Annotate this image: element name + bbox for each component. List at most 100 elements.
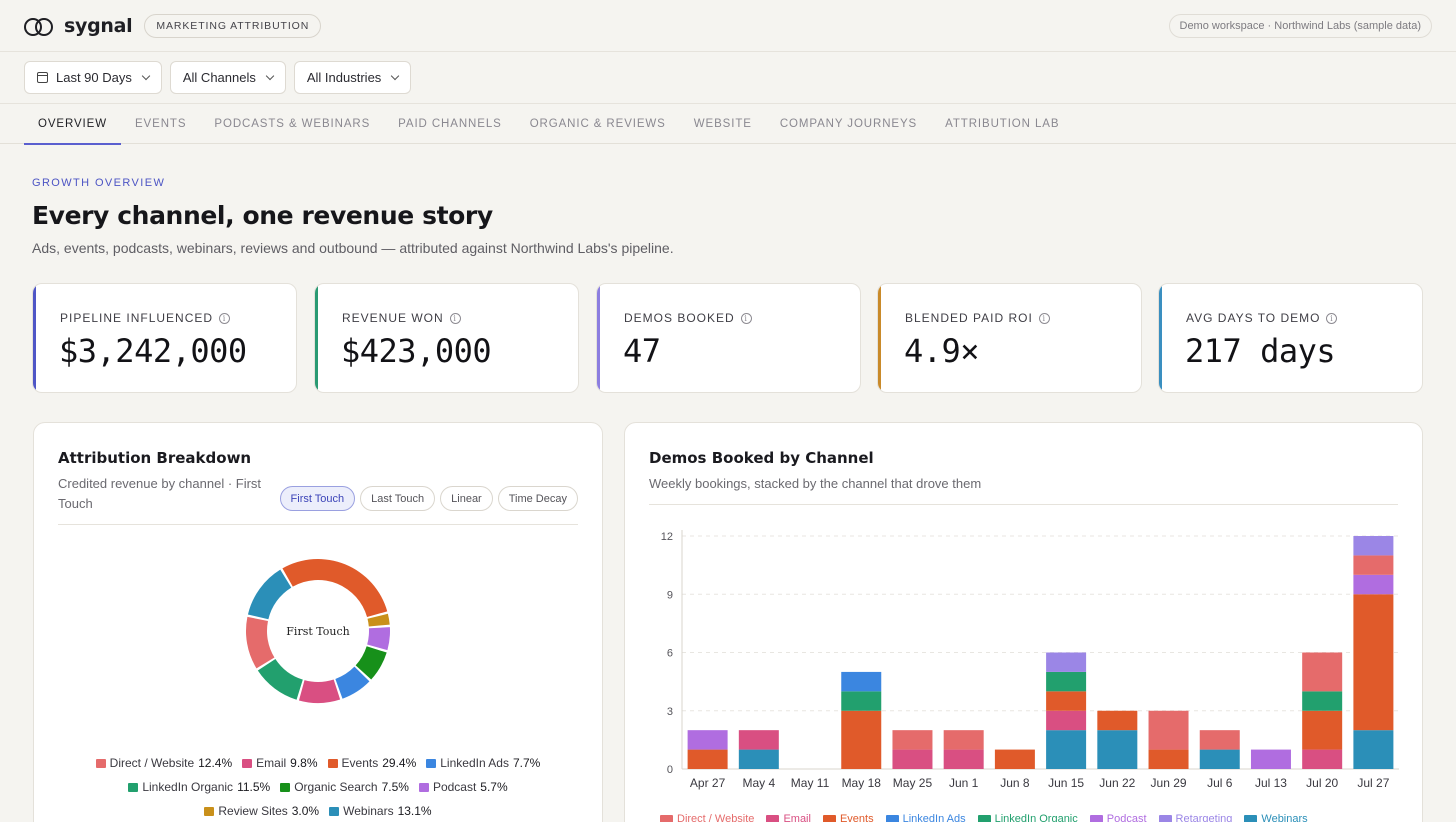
tab-overview[interactable]: OVERVIEW — [24, 104, 121, 145]
demos-title: Demos Booked by Channel — [649, 449, 874, 467]
legend-item-review-sites[interactable]: Review Sites 3.0% — [204, 804, 319, 818]
legend-item-organic-search[interactable]: Organic Search 7.5% — [280, 780, 409, 794]
bar-segment-webinars[interactable] — [1353, 730, 1394, 769]
bar-segment-webinars[interactable] — [1097, 730, 1138, 769]
bar-segment-webinars[interactable] — [738, 749, 779, 769]
bar-segment-podcast[interactable] — [687, 730, 728, 750]
x-tick-label: May 25 — [893, 776, 933, 790]
bar-segment-webinars[interactable] — [1046, 730, 1087, 769]
bar-segment-email[interactable] — [1302, 749, 1343, 769]
info-icon[interactable]: i — [740, 312, 752, 324]
bar-segment-podcast[interactable] — [1353, 574, 1394, 595]
donut-slice-linkedin-ads[interactable] — [335, 666, 370, 699]
tab-paid-channels[interactable]: PAID CHANNELS — [398, 118, 502, 130]
bar-segment-retargeting[interactable] — [1046, 652, 1087, 672]
model-last-touch[interactable]: Last Touch — [360, 486, 436, 511]
chevron-down-icon — [391, 71, 400, 81]
channels-filter[interactable]: All Channels — [169, 61, 286, 94]
donut-slice-review-sites[interactable] — [367, 613, 390, 627]
bar-segment-events[interactable] — [1097, 710, 1138, 731]
tab-website[interactable]: WEBSITE — [693, 118, 752, 130]
bar-segment-linkedin-ads[interactable] — [841, 671, 882, 692]
bar-segment-direct-website[interactable] — [1302, 652, 1343, 692]
info-icon[interactable]: i — [219, 312, 231, 324]
bar-legend-item-email[interactable]: Email — [766, 813, 811, 822]
bar-segment-email[interactable] — [892, 749, 933, 769]
legend-item-events[interactable]: Events 29.4% — [327, 756, 416, 770]
donut-slice-podcast[interactable] — [367, 627, 390, 651]
bar-segment-events[interactable] — [841, 710, 882, 769]
bar-segment-direct-website[interactable] — [1148, 710, 1189, 750]
bar-segment-events[interactable] — [687, 749, 728, 769]
kpi-card-demos: DEMOS BOOKED i 47 — [596, 283, 861, 393]
date-range-filter[interactable]: Last 90 Days — [24, 61, 162, 94]
kpi-card-revenue: REVENUE WON i $423,000 — [314, 283, 579, 393]
legend-item-email[interactable]: Email 9.8% — [242, 756, 318, 770]
bar-segment-linkedin-organic[interactable] — [1046, 671, 1087, 692]
bar-segment-events[interactable] — [1353, 594, 1394, 731]
bar-segment-email[interactable] — [738, 730, 779, 750]
donut-slice-direct-website[interactable] — [246, 616, 275, 669]
info-icon[interactable]: i — [1326, 312, 1338, 324]
legend-label: LinkedIn Organic — [142, 780, 234, 794]
model-linear[interactable]: Linear — [440, 486, 493, 511]
donut-slice-linkedin-organic[interactable] — [257, 659, 303, 700]
bar-legend-item-webinars[interactable]: Webinars — [1244, 813, 1308, 822]
donut-slice-email[interactable] — [298, 679, 341, 703]
kpi-label: BLENDED PAID ROI — [905, 311, 1033, 325]
bar-legend-item-events[interactable]: Events — [822, 813, 874, 822]
bar-segment-direct-website[interactable] — [892, 730, 933, 750]
bar-legend-item-retargeting[interactable]: Retargeting — [1158, 813, 1232, 822]
bar-segment-email[interactable] — [943, 749, 984, 769]
tab-events[interactable]: EVENTS — [134, 118, 187, 130]
tab-company-journeys[interactable]: COMPANY JOURNEYS — [779, 118, 918, 130]
bar-legend-item-linkedin-organic[interactable]: LinkedIn Organic — [977, 813, 1078, 822]
info-icon[interactable]: i — [449, 312, 461, 324]
tab-organic-reviews[interactable]: ORGANIC & REVIEWS — [529, 118, 666, 130]
bar-segment-podcast[interactable] — [1250, 749, 1291, 769]
industries-label: All Industries — [306, 70, 382, 85]
tab-podcasts-webinars[interactable]: PODCASTS & WEBINARS — [214, 118, 371, 130]
bar-segment-events[interactable] — [1046, 691, 1087, 711]
legend-value: 12.4% — [198, 756, 233, 770]
legend-value: 7.5% — [381, 780, 409, 794]
y-tick-label: 3 — [667, 706, 673, 718]
legend-swatch — [418, 782, 429, 792]
bar-segment-events[interactable] — [994, 749, 1035, 769]
kpi-card-pipeline: PIPELINE INFLUENCED i $3,242,000 — [32, 283, 297, 393]
model-time-decay[interactable]: Time Decay — [497, 486, 578, 511]
legend-label: LinkedIn Ads — [440, 756, 509, 770]
bar-segment-linkedin-organic[interactable] — [1302, 691, 1343, 711]
tab-attribution-lab[interactable]: ATTRIBUTION LAB — [945, 118, 1060, 130]
bar-segment-direct-website[interactable] — [943, 730, 984, 750]
bar-segment-webinars[interactable] — [1199, 749, 1240, 769]
bar-segment-direct-website[interactable] — [1353, 555, 1394, 575]
donut-slice-webinars[interactable] — [247, 569, 292, 620]
bar-segment-linkedin-organic[interactable] — [841, 691, 882, 711]
page-title: Every channel, one revenue story — [32, 201, 493, 230]
model-first-touch[interactable]: First Touch — [279, 486, 356, 511]
bar-legend-item-direct-website[interactable]: Direct / Website — [660, 813, 754, 822]
legend-item-webinars[interactable]: Webinars 13.1% — [329, 804, 432, 818]
donut-slice-organic-search[interactable] — [355, 646, 387, 680]
industries-filter[interactable]: All Industries — [293, 61, 412, 94]
bar-segment-events[interactable] — [1302, 710, 1343, 750]
legend-item-direct-website[interactable]: Direct / Website 12.4% — [95, 756, 233, 770]
legend-item-linkedin-organic[interactable]: LinkedIn Organic 11.5% — [128, 780, 270, 794]
bar-segment-direct-website[interactable] — [1199, 730, 1240, 750]
bar-legend-item-podcast[interactable]: Podcast — [1089, 813, 1147, 822]
bar-legend-item-linkedin-ads[interactable]: LinkedIn Ads — [885, 813, 966, 822]
legend-item-podcast[interactable]: Podcast 5.7% — [418, 780, 508, 794]
legend-label: Events — [341, 756, 379, 770]
kpi-label: REVENUE WON — [342, 311, 444, 325]
info-icon[interactable]: i — [1038, 312, 1050, 324]
kpi-accent — [597, 284, 600, 392]
legend-item-linkedin-ads[interactable]: LinkedIn Ads 7.7% — [426, 756, 540, 770]
legend-label: Podcast — [432, 780, 477, 794]
bar-segment-retargeting[interactable] — [1353, 536, 1394, 556]
x-tick-label: May 18 — [842, 776, 882, 790]
bar-segment-email[interactable] — [1046, 710, 1087, 731]
y-tick-label: 6 — [667, 648, 673, 660]
bar-segment-events[interactable] — [1148, 749, 1189, 769]
donut-slice-events[interactable] — [282, 559, 388, 618]
